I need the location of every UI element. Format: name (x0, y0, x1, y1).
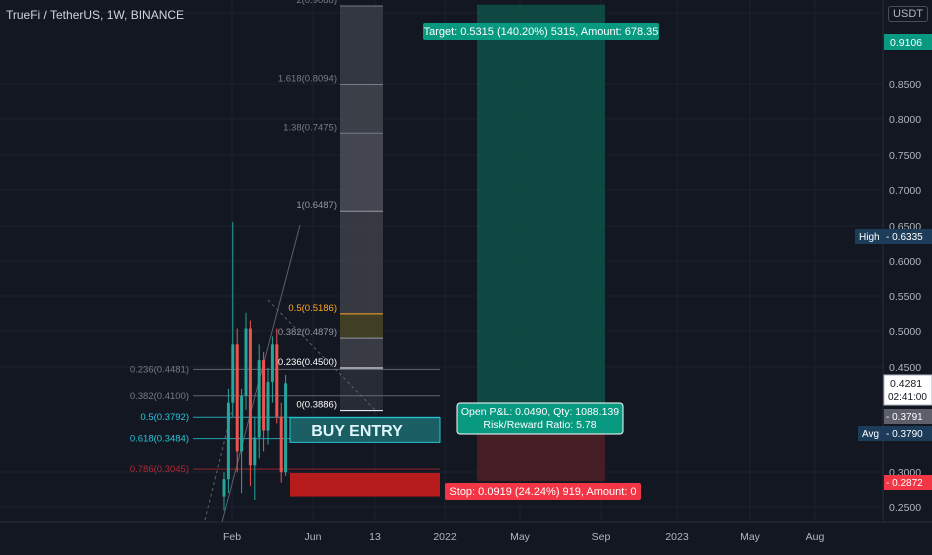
fib-ext-label: 1.38(0.7475) (283, 122, 337, 133)
high-label: High (859, 232, 880, 243)
time-axis: Feb Jun 13 2022 May Sep 2023 May Aug (0, 521, 932, 543)
time-tick: Feb (223, 531, 241, 543)
time-tick: 2022 (433, 531, 457, 543)
target-label: Target: 0.5315 (140.20%) 5315, Amount: 6… (424, 26, 659, 38)
fib-ext-label: 1.618(0.8094) (278, 73, 337, 84)
stop-price: - 0.2872 (886, 478, 923, 489)
trend-line (221, 224, 301, 523)
fib-extension: 2(0.9088) 1.618(0.8094) 1.38(0.7475) 1(0.64… (278, 0, 383, 412)
avg-tag (858, 426, 884, 441)
avg-value-tag (884, 426, 932, 441)
stop-price-tag (884, 475, 932, 490)
candle-body (270, 344, 274, 382)
candle-body (235, 344, 239, 452)
chart-title: TrueFi / TetherUS, 1W, BINANCE (6, 8, 185, 22)
price-tick: 0.5500 (889, 291, 921, 303)
time-tick: May (510, 531, 531, 543)
fib-level-label: 0.5(0.3792) (140, 412, 189, 423)
candle-body (248, 328, 252, 466)
candle-body (279, 416, 283, 473)
avg-value: - 0.3790 (886, 429, 923, 440)
time-tick: Jun (305, 531, 322, 543)
fib-level-label: 0.786(0.3045) (130, 464, 189, 475)
countdown: 02:41:00 (888, 392, 927, 403)
price-tick: 0.6000 (889, 256, 921, 268)
trend-line-dashed (204, 409, 233, 521)
buy-entry-label: BUY ENTRY (311, 423, 403, 440)
price-tick: 0.7500 (889, 150, 921, 162)
candle-body (253, 437, 257, 466)
candle-body (231, 344, 235, 403)
fib-ext-label: 0.236(0.4500) (278, 357, 337, 368)
fib-ext-band (340, 6, 383, 85)
entry-price-tag (884, 409, 932, 424)
pnl-line2: Risk/Reward Ratio: 5.78 (483, 419, 596, 431)
price-tick: 0.2500 (889, 502, 921, 514)
fib-ext-band (340, 313, 383, 339)
target-zone (477, 4, 605, 418)
projection-line (267, 299, 376, 411)
fib-ext-label: 1(0.6487) (296, 200, 337, 211)
fib-level-label: 0.618(0.3484) (130, 434, 189, 445)
fib-ext-band (340, 84, 383, 134)
candle-body (226, 402, 230, 480)
fib-ext-label: 2(0.9088) (296, 0, 337, 6)
entry-stop-boxes: BUY ENTRY (289, 417, 441, 497)
candle-body (244, 328, 248, 396)
fib-ext-band (340, 368, 383, 411)
fib-level-label: 0.236(0.4481) (130, 364, 189, 375)
target-price-value: 0.9106 (890, 37, 922, 49)
pnl-box (456, 402, 624, 435)
fib-ext-label: 0(0.3886) (296, 400, 337, 411)
candle-body (240, 395, 244, 452)
candle-body (275, 344, 279, 417)
price-tick: 0.8500 (889, 79, 921, 91)
stop-box[interactable] (290, 472, 440, 497)
time-tick: Sep (592, 531, 611, 543)
fib-level-label: 0.382(0.4100) (130, 391, 189, 402)
time-tick: May (740, 531, 761, 543)
time-tick: Aug (806, 531, 825, 543)
fib-ext-label: 0.382(0.4879) (278, 327, 337, 338)
price-tick: 0.5000 (889, 326, 921, 338)
price-tick: 0.4500 (889, 362, 921, 374)
current-price-tag (883, 374, 932, 406)
candle-body (222, 479, 226, 497)
buy-entry-box[interactable] (289, 417, 441, 443)
candles (222, 222, 288, 511)
stop-label: Stop: 0.0919 (24.24%) 919, Amount: 0 (449, 486, 636, 498)
candle-body (266, 381, 270, 431)
target-price-tag (884, 34, 932, 50)
pnl-line1: Open P&L: 0.0490, Qty: 1088.139 (461, 406, 619, 418)
candle-body (284, 383, 288, 473)
fib-ext-band (340, 133, 383, 212)
candle-body (257, 360, 261, 438)
time-tick: 2023 (665, 531, 689, 543)
high-value-tag (884, 229, 932, 244)
fib-ext-label: 0.5(0.5186) (288, 303, 337, 314)
target-label-bg (423, 23, 659, 40)
fib-ext-band (340, 338, 383, 368)
high-value: - 0.6335 (886, 232, 923, 243)
avg-label: Avg (862, 429, 879, 440)
price-tick: 0.7000 (889, 185, 921, 197)
price-tick: 0.8000 (889, 114, 921, 126)
time-tick: 13 (369, 531, 381, 543)
stop-label-bg (445, 483, 641, 500)
candle-body (262, 360, 266, 431)
high-tag (855, 229, 884, 244)
trend-lines (204, 224, 376, 523)
current-price: 0.4281 (890, 378, 922, 390)
currency-button[interactable]: USDT (888, 6, 928, 22)
position-labels: Target: 0.5315 (140.20%) 5315, Amount: 6… (423, 23, 659, 500)
entry-price: - 0.3791 (886, 412, 923, 423)
fib-ext-band (340, 211, 383, 314)
